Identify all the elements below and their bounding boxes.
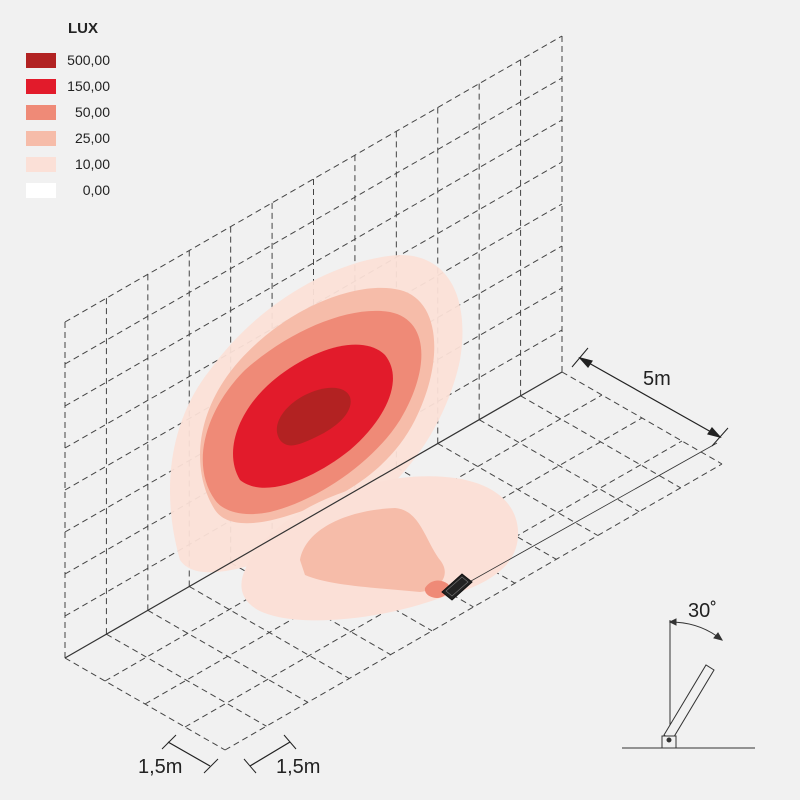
legend-label: 150,00 [67, 78, 110, 94]
legend-swatch [26, 104, 56, 120]
legend-swatch [26, 78, 56, 94]
legend-swatch [26, 156, 56, 172]
floor-grid-depth-line [478, 419, 640, 513]
grid-x-dimension-label: 1,5m [138, 756, 183, 778]
legend-item: 150,00 [26, 73, 116, 99]
legend-item: 0,00 [26, 177, 116, 203]
height-dimension-label: 5m [643, 368, 671, 390]
legend-label: 10,00 [74, 156, 110, 172]
floor-grid-depth-line [64, 657, 226, 751]
legend-item: 10,00 [26, 151, 116, 177]
wall-contour-500 [276, 387, 351, 446]
wall-grid-horizontal-line [64, 77, 563, 365]
floor-grid-depth-line [437, 443, 598, 536]
grid-dimension-arrows [161, 734, 297, 774]
wall-grid-horizontal-line [64, 287, 563, 575]
floor-grid-depth-line [106, 633, 267, 727]
legend-item: 500,00 [26, 47, 116, 73]
floor-contour-25 [300, 508, 445, 592]
wall-grid-horizontal-line [64, 119, 563, 407]
height-dimension-arrow [571, 347, 729, 447]
legend-item: 25,00 [26, 125, 116, 151]
legend-swatch [26, 182, 56, 198]
legend-label: 25,00 [74, 130, 110, 146]
axes [64, 371, 718, 659]
legend-label: 0,00 [82, 182, 110, 198]
floor-grid-depth-line [189, 586, 350, 679]
wall-grid-horizontal-line [64, 161, 563, 449]
wall-floor-edge [64, 371, 563, 659]
wall-grid-horizontal-line [64, 245, 563, 533]
legend: LUX 500,00 150,00 50,00 25,00 10,00 0,00 [26, 20, 116, 203]
tilt-angle-icon [622, 618, 755, 749]
grid-y-dimension-label: 1,5m [276, 756, 321, 778]
legend-title: LUX [68, 20, 98, 37]
legend-item: 50,00 [26, 99, 116, 125]
floor-illuminance-contours [241, 476, 519, 621]
luminaire-icon [441, 573, 473, 601]
floor-grid-depth-line [520, 395, 681, 489]
floor-grid-depth-line [147, 609, 309, 703]
wall-grid-horizontal-line [64, 35, 563, 323]
tilt-angle-label: 30˚ [688, 600, 717, 622]
legend-label: 500,00 [67, 52, 110, 68]
legend-label: 50,00 [74, 104, 110, 120]
floor-grid-line [104, 394, 603, 682]
floor-grid-depth-line [561, 371, 723, 465]
wall-grid-horizontal-line [64, 329, 563, 617]
floor-grid-line [184, 440, 683, 728]
legend-swatch [26, 130, 56, 146]
wall-illuminance-contours [170, 255, 463, 573]
beam-line [454, 442, 718, 591]
wall-grid-horizontal-line [64, 203, 563, 491]
legend-swatch [26, 52, 56, 68]
floor-contour-50 [424, 580, 450, 598]
